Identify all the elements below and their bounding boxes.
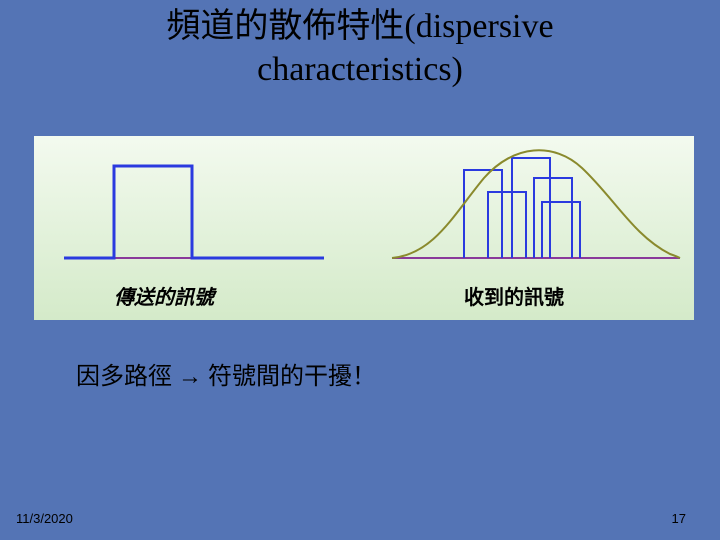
footer-date: 11/3/2020 xyxy=(16,511,73,526)
footer-page-number: 17 xyxy=(672,511,686,526)
diagram-svg: 傳送的訊號 收到的訊號 xyxy=(34,136,694,320)
svg-text:收到的訊號: 收到的訊號 xyxy=(464,285,564,309)
title-line-2: characteristics) xyxy=(257,51,463,88)
caption-text: 因多路徑 → 符號間的干擾！ xyxy=(76,356,376,391)
title-line-1: 頻道的散佈特性(dispersive xyxy=(166,8,553,45)
diagram-panel: 傳送的訊號 收到的訊號 xyxy=(34,136,694,320)
svg-text:傳送的訊號: 傳送的訊號 xyxy=(114,286,217,309)
slide-title: 頻道的散佈特性(dispersive characteristics) xyxy=(0,0,720,91)
slide: 頻道的散佈特性(dispersive characteristics) 傳送的訊… xyxy=(0,0,720,540)
